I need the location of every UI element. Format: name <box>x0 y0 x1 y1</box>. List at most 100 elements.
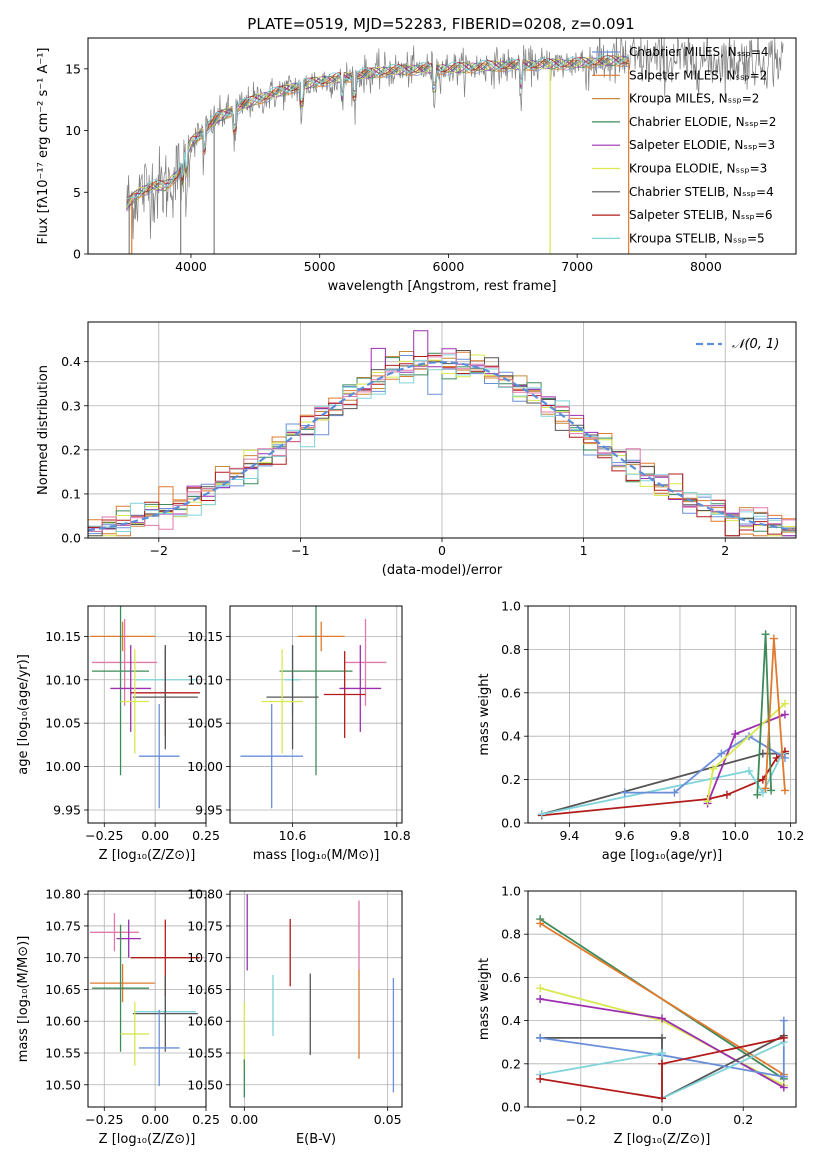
y-tick-label: 10.80 <box>187 887 223 902</box>
y-axis-label: mass [log₁₀(M/M⊙)] <box>16 936 31 1063</box>
y-tick-label: 1.0 <box>501 599 521 614</box>
weight-marker <box>658 1059 666 1068</box>
y-tick-label: 10.50 <box>45 1077 81 1092</box>
y-tick-label: 9.95 <box>195 802 223 817</box>
model-spectrum <box>126 54 629 200</box>
weight-vs-age-panel: 9.4 9.6 9.8 10.0 10.2 0.0 0.2 0.4 0.6 0.8 1.0 age [… <box>477 599 804 864</box>
weight-marker <box>536 1074 545 1083</box>
weight-marker <box>536 1033 545 1042</box>
y-tick-label: 0.0 <box>501 816 521 831</box>
residuals-panel: 𝒩(0, 1) −2 −1 0 1 2 0.0 0.1 0.2 0.3 0.4 (data-model… <box>36 321 797 578</box>
x-tick-label: 4000 <box>175 259 207 274</box>
model-spectrum <box>126 55 629 204</box>
y-tick-label: 10.65 <box>187 982 223 997</box>
y-axis-label: Normed distribution <box>36 365 51 495</box>
x-axis-label: mass [log₁₀(M/M⊙)] <box>253 848 380 863</box>
mass-vs-metallicity-panel: −0.25 0.00 0.25 10.50 10.55 10.60 10.65 10.70 10… <box>16 887 220 1147</box>
weight-marker <box>767 786 776 795</box>
y-tick-label: 0.4 <box>61 354 81 369</box>
x-tick-label: −0.2 <box>566 1112 596 1127</box>
y-axis-label: mass weight <box>477 958 492 1040</box>
x-tick-label: 2 <box>721 543 729 558</box>
x-tick-label: −0.25 <box>85 1112 123 1127</box>
y-tick-label: 10.75 <box>45 918 81 933</box>
x-tick-label: 0.00 <box>141 828 169 843</box>
y-tick-label: 9.95 <box>53 802 81 817</box>
weight-marker <box>780 710 789 719</box>
x-tick-label: 0.25 <box>192 828 220 843</box>
x-tick-label: 10.2 <box>777 828 805 843</box>
y-tick-label: 10.60 <box>45 1014 81 1029</box>
weight-marker <box>658 1033 666 1042</box>
x-axis-label: wavelength [Angstrom, rest frame] <box>328 279 557 294</box>
y-tick-label: 0.2 <box>501 1056 521 1071</box>
x-tick-label: 0.2 <box>733 1112 753 1127</box>
legend: Chabrier MILES, Nₛₛₚ=4 Salpeter MILES, Nₛ… <box>592 45 776 245</box>
weight-marker <box>703 797 712 806</box>
y-tick-label: 10.10 <box>187 672 223 687</box>
x-tick-label: 5000 <box>304 259 336 274</box>
x-tick-label: −1 <box>291 543 309 558</box>
axes-frame <box>87 37 797 255</box>
axes-frame <box>527 605 797 824</box>
x-tick-label: 10.6 <box>279 828 307 843</box>
weight-series <box>540 1020 785 1078</box>
age-vs-mass-panel: 10.6 10.8 9.95 10.00 10.05 10.10 10.15 mass [lo… <box>187 605 411 863</box>
x-tick-label: 9.6 <box>615 828 635 843</box>
weight-marker <box>753 790 762 799</box>
weight-marker <box>780 699 789 708</box>
axes-frame <box>87 605 207 824</box>
legend-label: Salpeter ELODIE, Nₛₛₚ=3 <box>629 138 775 152</box>
y-tick-label: 10.60 <box>187 1014 223 1029</box>
weight-marker <box>779 1072 788 1081</box>
weight-marker <box>761 630 770 639</box>
y-tick-label: 10.80 <box>45 887 81 902</box>
x-tick-label: 0.00 <box>141 1112 169 1127</box>
plot-area <box>90 606 200 809</box>
weight-marker <box>731 730 740 739</box>
y-tick-label: 15 <box>65 61 81 76</box>
x-tick-label: −2 <box>150 543 168 558</box>
x-tick-label: 0 <box>438 543 446 558</box>
y-tick-label: 10.65 <box>45 982 81 997</box>
weight-marker <box>537 810 546 819</box>
weight-marker <box>761 784 770 793</box>
weight-marker <box>758 788 767 797</box>
legend-label: Salpeter STELIB, Nₛₛₚ=6 <box>629 208 773 222</box>
weight-marker <box>769 634 778 643</box>
y-tick-label: 0.3 <box>61 398 81 413</box>
plot-area <box>90 913 200 1087</box>
y-tick-label: 10.00 <box>187 759 223 774</box>
y-tick-label: 10.70 <box>45 950 81 965</box>
model-spectrum <box>126 54 629 200</box>
weight-marker <box>536 919 545 928</box>
x-axis-label: Z [log₁₀(Z/Z⊙)] <box>614 1132 711 1147</box>
plot-area <box>243 894 395 1098</box>
plot-area <box>537 630 789 820</box>
normal-curve <box>88 360 794 532</box>
x-tick-label: 9.4 <box>559 828 579 843</box>
weight-marker <box>779 1016 788 1025</box>
y-axis-label: age [log₁₀(age/yr)] <box>16 654 31 775</box>
age-vs-metallicity-panel: −0.25 0.00 0.25 9.95 10.00 10.05 10.10 10.15 Z [… <box>16 605 220 863</box>
axes-frame <box>87 890 207 1108</box>
y-tick-label: 10.05 <box>187 716 223 731</box>
x-tick-label: 0.05 <box>374 1112 402 1127</box>
y-tick-label: 10.75 <box>187 918 223 933</box>
weight-marker <box>536 995 545 1003</box>
weight-marker <box>658 1094 666 1103</box>
legend-label: Chabrier ELODIE, Nₛₛₚ=2 <box>629 115 776 129</box>
y-tick-label: 10.15 <box>45 629 81 644</box>
y-tick-label: 10.15 <box>187 629 223 644</box>
legend-label: Kroupa MILES, Nₛₛₚ=2 <box>629 92 759 106</box>
y-tick-label: 0.8 <box>501 642 521 657</box>
weight-marker <box>779 1033 788 1042</box>
weight-marker <box>658 1049 666 1057</box>
weight-series <box>540 1037 784 1100</box>
x-tick-label: 8000 <box>690 259 722 274</box>
weight-marker <box>717 749 726 758</box>
weight-marker <box>780 786 789 795</box>
y-tick-label: 0.6 <box>501 970 521 985</box>
x-axis-label: Z [log₁₀(Z/Z⊙)] <box>99 1132 196 1147</box>
